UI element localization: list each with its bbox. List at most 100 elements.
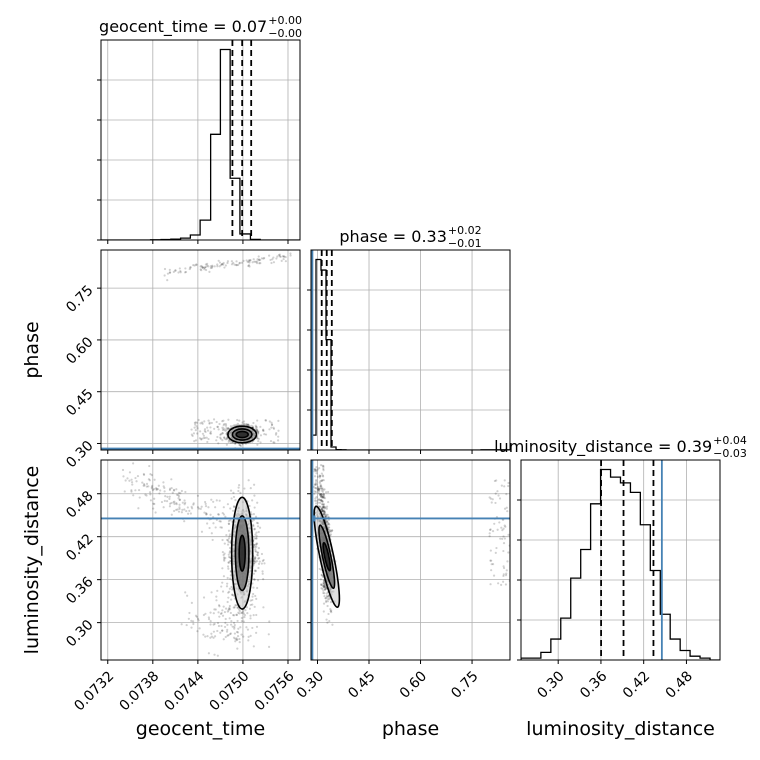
sample-point — [315, 502, 318, 505]
sample-point — [502, 565, 505, 568]
sample-point — [209, 611, 212, 614]
sample-point — [497, 582, 500, 585]
sample-point — [316, 489, 319, 492]
sample-point — [278, 255, 281, 258]
sample-point — [162, 485, 165, 488]
sample-point — [254, 556, 257, 559]
sample-point — [175, 488, 178, 491]
histogram-bin — [630, 492, 640, 660]
sample-point — [320, 508, 323, 511]
sample-point — [224, 423, 227, 426]
y-tick-label: 0.30 — [63, 617, 96, 650]
sample-point — [155, 487, 158, 490]
sample-point — [235, 613, 238, 616]
sample-point — [289, 254, 292, 257]
sample-point — [222, 553, 225, 557]
sample-point — [240, 619, 243, 623]
sample-point — [168, 271, 171, 274]
sample-point — [189, 512, 192, 515]
sample-point — [185, 623, 188, 627]
sample-point — [215, 595, 218, 598]
sample-point — [489, 528, 492, 531]
sample-point — [222, 605, 225, 608]
sample-point — [226, 565, 230, 568]
sample-point — [237, 486, 240, 489]
sample-point — [194, 614, 198, 617]
sample-point — [208, 421, 211, 424]
sample-point — [194, 439, 198, 442]
sample-point — [178, 498, 181, 502]
sample-point — [232, 636, 236, 639]
sample-point — [230, 620, 233, 623]
sample-point — [253, 543, 256, 547]
sample-point — [321, 509, 324, 512]
sample-point — [224, 621, 227, 624]
sample-point — [259, 441, 262, 444]
sample-point — [255, 631, 258, 634]
sample-point — [195, 421, 199, 424]
sample-point — [227, 553, 230, 556]
sample-point — [237, 611, 240, 614]
sample-point — [168, 271, 172, 274]
contour-line — [238, 534, 246, 572]
sample-point — [168, 488, 172, 492]
sample-point — [326, 597, 330, 601]
sample-point — [320, 493, 323, 496]
sample-point — [223, 436, 226, 439]
sample-point — [321, 503, 324, 506]
sample-point — [255, 537, 258, 540]
histogram-bin — [620, 483, 630, 660]
sample-point — [249, 487, 252, 490]
sample-point — [216, 621, 220, 625]
sample-point — [180, 489, 183, 493]
sample-point — [186, 506, 189, 509]
sample-point — [206, 522, 209, 525]
sample-point — [316, 487, 319, 491]
x-tick-label: 0.0744 — [162, 668, 208, 714]
sample-point — [177, 495, 181, 498]
sample-point — [168, 487, 172, 490]
sample-point — [507, 533, 510, 536]
sample-point — [163, 274, 166, 277]
sample-point — [240, 616, 243, 620]
sample-point — [320, 508, 324, 511]
truth-marker — [311, 515, 316, 522]
sample-point — [151, 484, 154, 487]
sample-point — [155, 488, 158, 491]
sample-point — [208, 270, 211, 273]
sample-point — [254, 549, 257, 553]
sample-point — [210, 532, 213, 535]
sample-point — [262, 606, 265, 609]
sample-point — [227, 529, 231, 532]
sample-point — [179, 270, 182, 273]
sample-point — [192, 622, 195, 626]
sample-point — [183, 520, 186, 523]
sample-point — [322, 585, 325, 588]
sample-point — [147, 485, 150, 488]
sample-point — [325, 491, 328, 494]
sample-point — [323, 512, 327, 515]
sample-point — [232, 606, 235, 609]
sample-point — [500, 484, 503, 487]
sample-point — [247, 639, 250, 642]
sample-point — [272, 441, 275, 444]
sample-point — [256, 554, 259, 557]
sample-point — [226, 576, 229, 580]
sample-point — [217, 442, 220, 445]
sample-point — [226, 260, 230, 263]
sample-point — [251, 261, 254, 264]
sample-point — [247, 260, 250, 263]
sample-point — [313, 470, 316, 473]
sample-point — [229, 425, 232, 428]
sample-point — [253, 260, 256, 263]
sample-point — [243, 487, 246, 490]
sample-point — [242, 259, 245, 262]
sample-point — [246, 260, 249, 264]
contour-line — [230, 496, 254, 610]
sample-point — [321, 503, 324, 506]
sample-point — [132, 494, 135, 497]
x-tick-label: 0.60 — [397, 668, 430, 701]
sample-point — [163, 499, 166, 502]
histogram-bin — [650, 570, 660, 660]
sample-point — [321, 496, 325, 499]
